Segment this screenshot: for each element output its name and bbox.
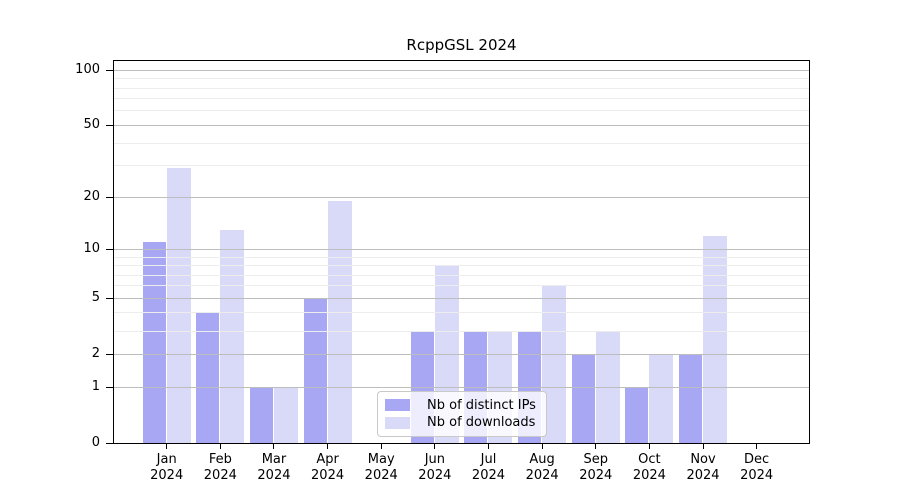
bar-downloads	[273, 387, 298, 443]
minor-gridline	[114, 78, 809, 80]
legend: Nb of distinct IPs Nb of downloads	[377, 391, 547, 437]
bar-distinct-ips	[303, 298, 327, 443]
x-tick-label: Mar 2024	[257, 452, 291, 483]
x-tickmark	[702, 444, 704, 449]
minor-gridline	[114, 165, 809, 167]
x-tickmark	[541, 444, 543, 449]
x-tickmark	[380, 444, 382, 449]
grid-layer	[114, 61, 809, 443]
minor-gridline	[114, 330, 809, 332]
minor-gridline	[114, 265, 809, 266]
x-tick-label: Jul 2024	[471, 452, 506, 483]
x-tick-label: Apr 2024	[311, 452, 345, 483]
x-tickmark	[273, 444, 275, 449]
y-tickmark	[106, 386, 113, 388]
x-tick-label: Oct 2024	[632, 452, 666, 483]
bar-distinct-ips	[196, 313, 220, 443]
y-tickmark	[106, 69, 113, 71]
y-tickmark	[106, 248, 113, 250]
plot-area	[113, 60, 810, 444]
y-tick-label: 1	[91, 379, 100, 394]
major-gridline	[114, 196, 809, 198]
y-tickmark	[106, 124, 113, 126]
x-tickmark	[756, 444, 758, 449]
chart-title: RcppGSL 2024	[406, 36, 517, 54]
x-tick-label: Dec 2024	[740, 452, 774, 483]
major-gridline	[114, 386, 809, 388]
x-tickmark	[487, 444, 489, 449]
y-tick-label: 20	[83, 189, 100, 205]
legend-item-distinct-ips: Nb of distinct IPs	[385, 398, 539, 413]
x-tick-label: Aug 2024	[525, 452, 559, 483]
x-tick-label: Jun 2024	[418, 452, 452, 483]
major-gridline	[114, 124, 809, 126]
bar-distinct-ips	[679, 354, 702, 443]
legend-label-distinct-ips: Nb of distinct IPs	[427, 397, 536, 413]
minor-gridline	[114, 87, 809, 89]
minor-gridline	[114, 142, 809, 144]
x-tick-label: May 2024	[364, 452, 398, 483]
y-tick-label: 100	[75, 62, 100, 78]
minor-gridline	[114, 274, 809, 276]
x-tick-label: Sep 2024	[579, 452, 613, 483]
y-tick-label: 5	[91, 290, 100, 306]
bar-distinct-ips	[249, 387, 273, 443]
bar-downloads	[649, 354, 674, 443]
minor-gridline	[114, 256, 809, 258]
x-tick-label: Nov 2024	[686, 452, 720, 483]
y-tick-label: 10	[83, 241, 100, 257]
y-tick-label: 0	[91, 435, 100, 450]
legend-item-downloads: Nb of downloads	[385, 415, 539, 430]
x-tickmark	[166, 444, 168, 449]
y-tick-label: 50	[83, 117, 100, 133]
bar-downloads	[327, 201, 352, 443]
minor-gridline	[114, 312, 809, 314]
x-tickmark	[219, 444, 221, 449]
minor-gridline	[114, 285, 809, 287]
x-tick-label: Jan 2024	[150, 452, 184, 483]
x-tick-label: Feb 2024	[203, 452, 237, 483]
major-gridline	[114, 248, 809, 250]
bar-downloads	[166, 168, 191, 443]
major-gridline	[114, 297, 809, 299]
legend-label-downloads: Nb of downloads	[427, 415, 536, 431]
y-tickmark	[106, 353, 113, 355]
y-tickmark	[106, 297, 113, 299]
major-gridline	[114, 353, 809, 355]
x-tickmark	[595, 444, 597, 449]
x-tickmark	[434, 444, 436, 449]
minor-gridline	[114, 110, 809, 112]
y-tick-label: 2	[91, 346, 100, 362]
bar-distinct-ips	[571, 354, 595, 443]
legend-swatch-downloads	[385, 416, 410, 429]
bar-downloads	[703, 235, 727, 443]
x-tickmark	[327, 444, 329, 449]
major-gridline	[114, 69, 809, 71]
minor-gridline	[114, 98, 809, 100]
y-tickmark	[106, 196, 113, 198]
bar-distinct-ips	[625, 387, 649, 443]
bar-distinct-ips	[142, 242, 166, 443]
y-tickmark	[106, 442, 113, 444]
legend-swatch-distinct-ips	[385, 399, 410, 412]
x-tickmark	[648, 444, 650, 449]
